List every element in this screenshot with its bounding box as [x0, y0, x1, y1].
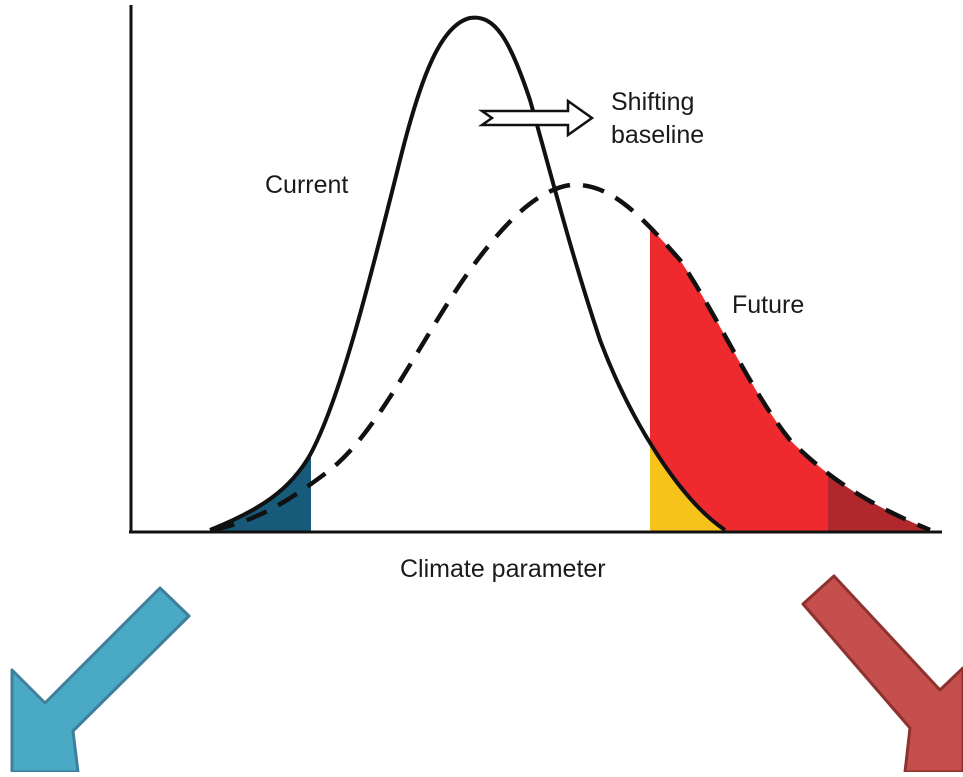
hot-outcome-arrow-icon [801, 574, 963, 774]
future-distribution-curve [212, 182, 931, 533]
current-distribution-curve [209, 15, 727, 532]
label-future: Future [732, 291, 804, 319]
hot-extreme-future-area [828, 184, 930, 532]
label-current: Current [265, 171, 348, 199]
label-baseline: baseline [611, 121, 704, 149]
x-axis-label: Climate parameter [400, 555, 606, 583]
label-shifting: Shifting [611, 88, 694, 116]
cold-outcome-arrow-icon [10, 586, 191, 774]
cold-tail-current-area [210, 17, 311, 532]
shifting-baseline-arrow-icon [478, 98, 595, 138]
cold-tail-future-area [213, 184, 311, 532]
